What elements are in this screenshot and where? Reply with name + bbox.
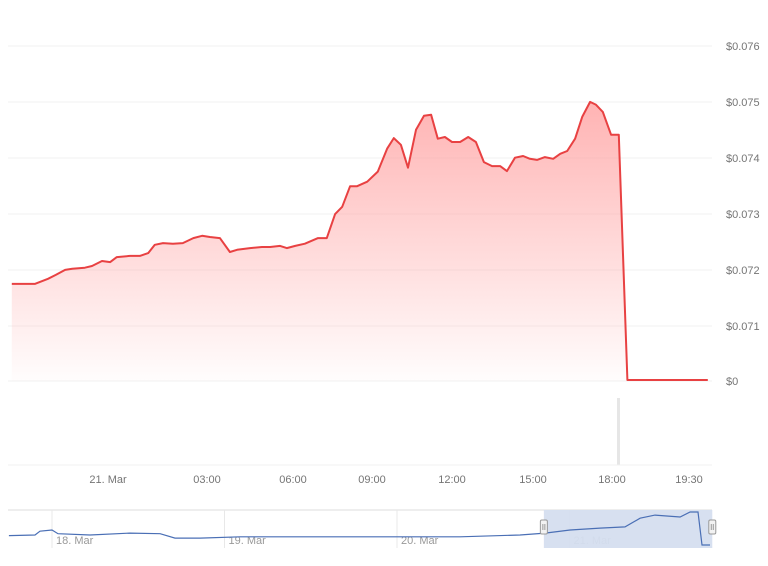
x-tick-label: 15:00	[519, 474, 547, 486]
x-tick-label: 12:00	[438, 474, 466, 486]
x-tick-label: 09:00	[358, 474, 386, 486]
y-tick-label: $0	[726, 376, 738, 388]
volume-bar	[617, 398, 620, 465]
navigator-tick-label: 18. Mar	[56, 535, 94, 547]
x-tick-label: 18:00	[598, 474, 626, 486]
price-line	[11, 100, 708, 381]
navigator-tick-label: 20. Mar	[401, 535, 439, 547]
handle-body	[708, 519, 717, 535]
navigator-tick-label: 19. Mar	[229, 535, 267, 547]
y-tick-label: $0.071	[726, 321, 760, 333]
y-tick-label: $0.074	[726, 153, 760, 165]
price-area	[11, 101, 708, 382]
navigator-right-handle[interactable]	[708, 519, 717, 535]
x-axis: 21. Mar 03:00 06:00 09:00 12:00 15:00 18:00 19:…	[89, 474, 702, 486]
x-tick-label: 03:00	[193, 474, 221, 486]
x-tick-label: 21. Mar	[89, 474, 127, 486]
navigator-line	[8, 511, 710, 546]
x-tick-label: 06:00	[279, 474, 307, 486]
navigator-left-handle[interactable]	[539, 519, 548, 535]
handle-body	[539, 519, 548, 535]
y-tick-label: $0.073	[726, 209, 760, 221]
y-tick-label: $0.076	[726, 41, 760, 53]
y-tick-label: $0.072	[726, 265, 760, 277]
y-axis: $0 $0.071 $0.072 $0.073 $0.074 $0.075 $0.076	[726, 41, 760, 388]
y-tick-label: $0.075	[726, 97, 760, 109]
navigator-selection[interactable]	[543, 510, 713, 548]
x-tick-label: 19:30	[675, 474, 703, 486]
